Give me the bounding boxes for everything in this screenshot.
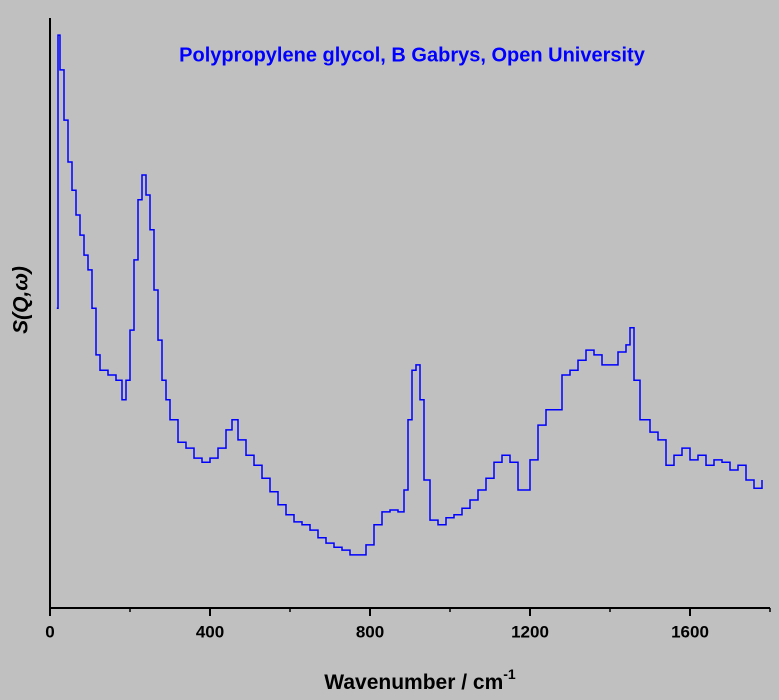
x-tick-label: 800 bbox=[356, 622, 384, 641]
x-tick-label: 1200 bbox=[511, 622, 549, 641]
x-label-text: Wavenumber / cm bbox=[324, 671, 503, 694]
spectrum-line bbox=[56, 34, 763, 556]
chart-title: Polypropylene glycol, B Gabrys, Open Uni… bbox=[179, 44, 646, 66]
y-axis-label: S(Q,ω) bbox=[10, 266, 33, 334]
x-label-superscript: -1 bbox=[503, 666, 516, 682]
x-tick-label: 1600 bbox=[671, 622, 709, 641]
x-tick-label: 0 bbox=[45, 622, 54, 641]
x-tick-label: 400 bbox=[196, 622, 224, 641]
x-axis-label: Wavenumber / cm-1 bbox=[324, 666, 516, 694]
